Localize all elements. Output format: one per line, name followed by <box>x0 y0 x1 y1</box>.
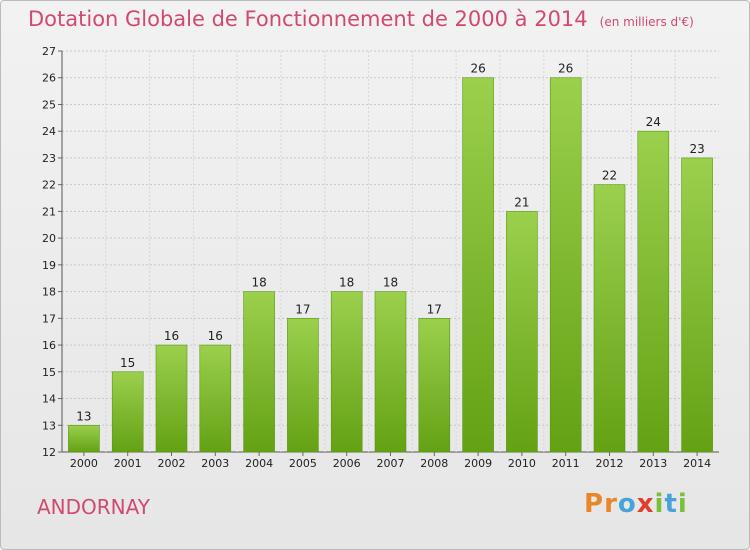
logo-letter: r <box>604 489 618 519</box>
bar <box>374 291 407 453</box>
data-label: 18 <box>383 276 398 290</box>
x-tick-label: 2001 <box>114 457 142 470</box>
y-tick-label: 26 <box>42 72 56 85</box>
logo-letter: i <box>677 489 688 519</box>
bar <box>155 344 188 453</box>
bar <box>549 77 582 453</box>
data-label: 16 <box>164 329 179 343</box>
logo-letter: x <box>636 489 655 519</box>
data-label: 18 <box>339 276 354 290</box>
data-label: 21 <box>514 195 529 209</box>
x-tick-label: 2009 <box>464 457 492 470</box>
label-layer: 12 13 14 15 16 17 18 19 20 21 22 23 24 25 26 27 13 2000 15… <box>42 45 711 470</box>
bar <box>462 77 494 453</box>
x-tick-label: 2002 <box>158 457 186 470</box>
y-tick-label: 21 <box>42 205 56 218</box>
y-tick-label: 27 <box>42 45 56 58</box>
x-tick-label: 2014 <box>683 457 711 470</box>
y-tick-label: 23 <box>42 152 56 165</box>
bar <box>593 184 626 453</box>
y-tick-label: 20 <box>42 232 56 245</box>
data-label: 24 <box>646 115 661 129</box>
y-tick-label: 17 <box>42 312 56 325</box>
data-label: 15 <box>120 356 135 370</box>
chart-title-text: Dotation Globale de Fonctionnement de 20… <box>28 7 588 31</box>
data-label: 26 <box>558 62 573 76</box>
bar <box>418 318 451 453</box>
data-label: 17 <box>427 302 442 316</box>
bar <box>68 424 100 453</box>
data-label: 26 <box>470 62 485 76</box>
bar-layer <box>68 77 713 453</box>
y-tick-label: 16 <box>42 339 56 352</box>
y-tick-label: 14 <box>42 393 56 406</box>
commune-name: ANDORNAY <box>37 495 150 519</box>
x-tick-label: 2013 <box>639 457 667 470</box>
proxiti-logo[interactable]: Proxiti <box>584 489 688 519</box>
y-tick-label: 15 <box>42 366 56 379</box>
x-tick-label: 2011 <box>552 457 580 470</box>
y-tick-label: 18 <box>42 286 56 299</box>
data-label: 13 <box>76 409 91 423</box>
y-tick-label: 19 <box>42 259 56 272</box>
bar <box>243 291 275 453</box>
bar <box>111 371 144 453</box>
x-tick-label: 2010 <box>508 457 536 470</box>
data-label: 22 <box>602 169 617 183</box>
bar <box>287 318 319 453</box>
chart-subtitle: (en milliers d'€) <box>599 15 694 29</box>
y-tick-label: 22 <box>42 179 56 192</box>
bar <box>330 291 363 453</box>
y-tick-label: 12 <box>42 446 56 459</box>
logo-letter: P <box>584 489 605 519</box>
logo-letter: t <box>664 489 678 519</box>
x-tick-label: 2004 <box>245 457 273 470</box>
bar <box>506 211 538 453</box>
y-tick-label: 24 <box>42 125 56 138</box>
x-tick-label: 2005 <box>289 457 317 470</box>
x-tick-label: 2008 <box>420 457 448 470</box>
data-label: 17 <box>295 302 310 316</box>
y-tick-label: 25 <box>42 98 56 111</box>
logo-letter: o <box>617 489 637 519</box>
data-label: 16 <box>208 329 223 343</box>
bar <box>199 344 232 453</box>
x-tick-label: 2007 <box>377 457 405 470</box>
bar <box>681 157 713 453</box>
x-tick-label: 2000 <box>70 457 98 470</box>
x-tick-label: 2012 <box>596 457 624 470</box>
data-label: 23 <box>689 142 704 156</box>
x-tick-label: 2006 <box>333 457 361 470</box>
x-tick-label: 2003 <box>201 457 229 470</box>
data-label: 18 <box>251 276 266 290</box>
bar <box>637 130 670 453</box>
logo-letter: i <box>654 489 665 519</box>
y-tick-label: 13 <box>42 419 56 432</box>
chart-title: Dotation Globale de Fonctionnement de 20… <box>28 7 694 31</box>
